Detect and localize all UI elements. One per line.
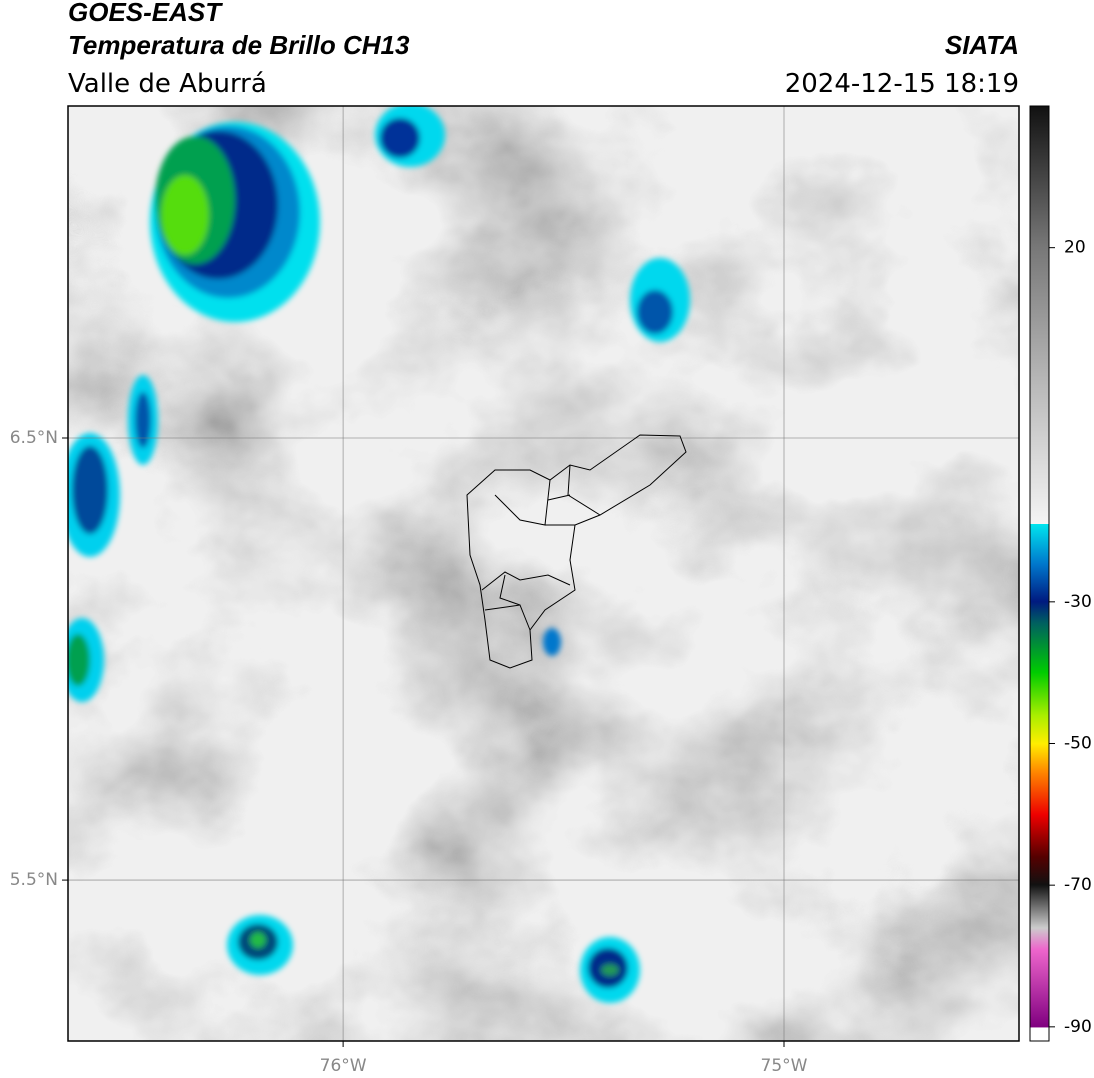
cell	[543, 628, 561, 656]
subtitle: Temperatura de Brillo CH13	[68, 30, 410, 60]
region: Valle de Aburrá	[68, 69, 267, 99]
cell	[637, 290, 673, 334]
colorbar-tick-label: -70	[1064, 875, 1092, 895]
source: SIATA	[945, 30, 1019, 60]
cell	[72, 446, 108, 534]
x-tick-label: 76°W	[320, 1056, 367, 1076]
y-tick-label: 6.5°N	[10, 428, 58, 448]
x-tick-label: 75°W	[761, 1056, 808, 1076]
colorbar-tick-label: -50	[1064, 734, 1092, 754]
cell	[250, 932, 266, 948]
convective-cells	[68, 106, 690, 1003]
colorbar	[1029, 105, 1050, 1042]
grid	[68, 106, 1019, 1041]
y-tick-label: 5.5°N	[10, 870, 58, 890]
cell	[161, 175, 209, 255]
valle-boundary	[466, 434, 687, 669]
map-frame	[67, 105, 1020, 1042]
colorbar-tick-label: 20	[1064, 238, 1086, 258]
cell	[380, 118, 420, 158]
cell	[135, 392, 151, 448]
cell	[68, 634, 90, 686]
colorbar-tick-label: -30	[1064, 592, 1092, 612]
colorbar-ticks: 20 -30 -50 -70 -90	[1049, 238, 1092, 1037]
satellite-image	[68, 106, 1019, 1041]
colorbar-tick-label: -90	[1064, 1017, 1092, 1037]
title: GOES-EAST	[68, 0, 223, 27]
municipal-lines	[481, 464, 601, 631]
datetime: 2024-12-15 18:19	[785, 69, 1019, 99]
cell	[601, 964, 619, 976]
